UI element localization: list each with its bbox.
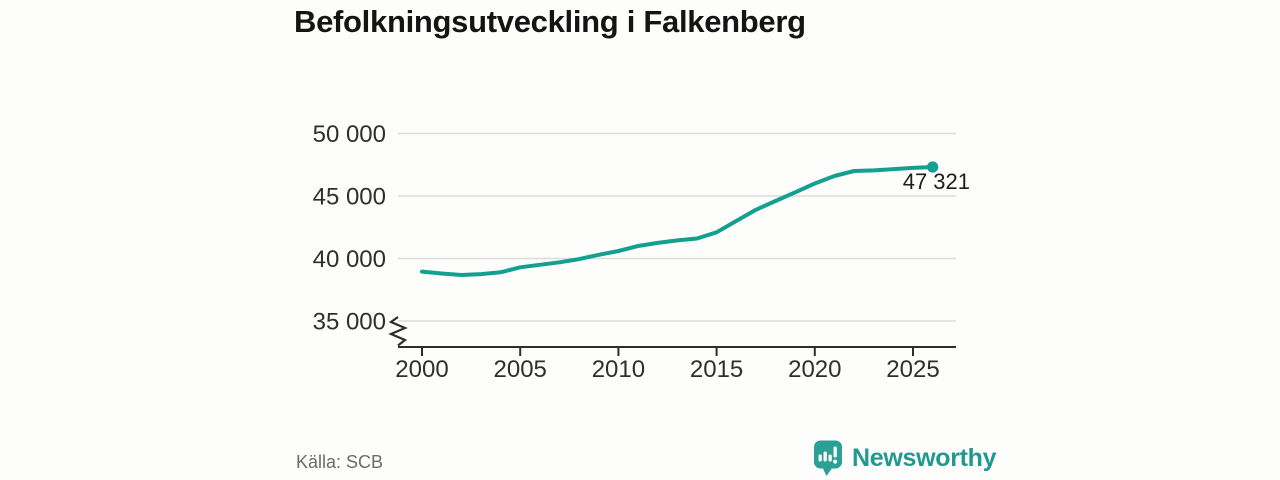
population-series-line (420, 165, 935, 277)
page-title: Befolkningsutveckling i Falkenberg (294, 4, 806, 39)
last-value-label: 47 321 (903, 169, 970, 194)
x-axis-tick-label: 2015 (690, 356, 743, 383)
y-axis-tick-label: 35 000 (313, 309, 386, 336)
last-value-marker (927, 161, 939, 173)
newsworthy-logo-text: Newsworthy (852, 444, 997, 472)
newsworthy-logo: Newsworthy (813, 440, 997, 477)
x-axis-tick-label: 2000 (395, 356, 448, 383)
x-axis-tick-label: 2010 (592, 356, 645, 383)
newsworthy-bubble-chart-icon (814, 440, 842, 476)
x-axis-tick-label: 2025 (886, 356, 939, 383)
x-axis-tick-label: 2005 (494, 356, 547, 383)
y-axis-tick-label: 40 000 (313, 246, 386, 273)
y-axis-tick-label: 50 000 (313, 121, 386, 148)
axis-break-icon (388, 316, 408, 347)
source-label: Källa: SCB (296, 452, 384, 472)
y-axis-tick-label: 45 000 (313, 184, 386, 211)
x-axis-tick-label: 2020 (788, 356, 841, 383)
